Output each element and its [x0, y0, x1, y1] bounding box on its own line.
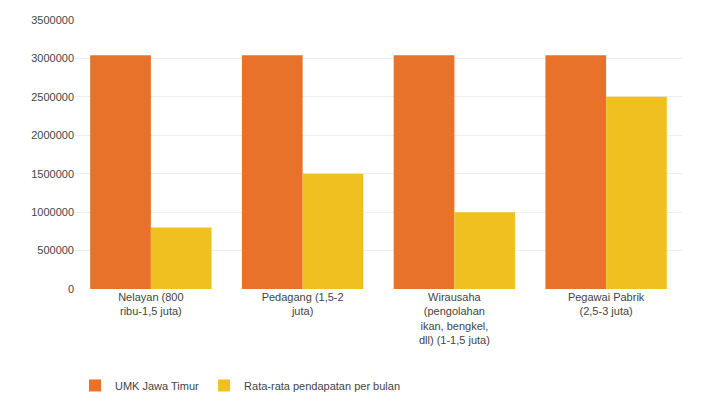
svg-text:1000000: 1000000 [31, 206, 74, 218]
svg-text:1500000: 1500000 [31, 168, 74, 180]
svg-text:2500000: 2500000 [31, 91, 74, 103]
svg-text:Wirausaha(pengolahanikan, beng: Wirausaha(pengolahanikan, bengkel,dll) (… [419, 291, 490, 346]
svg-text:Pegawai Pabrik(2,5-3 juta): Pegawai Pabrik(2,5-3 juta) [568, 291, 645, 317]
svg-text:500000: 500000 [37, 244, 74, 256]
svg-text:Pedagang (1,5-2juta): Pedagang (1,5-2juta) [262, 291, 344, 317]
svg-text:2000000: 2000000 [31, 129, 74, 141]
svg-text:Nelayan (800ribu-1,5 juta): Nelayan (800ribu-1,5 juta) [118, 291, 183, 317]
svg-text:Rata-rata pendapatan per bulan: Rata-rata pendapatan per bulan [244, 380, 400, 392]
svg-text:0: 0 [68, 283, 74, 295]
svg-text:UMK Jawa Timur: UMK Jawa Timur [115, 380, 199, 392]
svg-text:3000000: 3000000 [31, 52, 74, 64]
svg-text:3500000: 3500000 [31, 14, 74, 26]
